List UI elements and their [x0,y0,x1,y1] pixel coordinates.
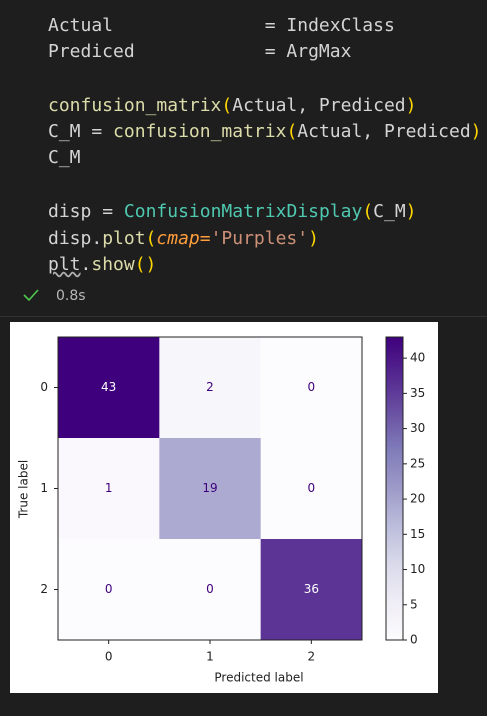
code-token: Actual [48,15,114,36]
colorbar-tick-label: 35 [410,386,425,400]
chart: Predicted label True label 43 2 01 19 00 0 360… [10,322,438,693]
cell [260,539,363,641]
run-status: 0.8s [22,288,86,304]
code-token: ) [405,95,417,116]
code-token: show [91,254,135,275]
cell-label: 0 [206,582,214,596]
cell [260,438,363,540]
code-token: disp. [48,228,103,249]
code-token: Prediced [48,41,135,62]
colorbar-tick-label: 20 [410,492,425,506]
colorbar-tick-label: 15 [410,527,425,541]
check-icon [23,289,39,302]
cell [58,438,160,540]
code-token: ) [308,228,319,249]
code-line: C_M [48,145,81,171]
code-token: confusion_matrix [48,95,222,116]
x-tick-label: 1 [206,650,214,664]
code-line: plt.show() [48,252,156,278]
code-token: () [134,254,157,275]
cell [159,337,262,439]
code-token: confusion_matrix [113,121,287,142]
x-axis-label: Predicted label [214,671,303,685]
code-token: . [80,254,92,275]
y-tick-label: 1 [40,481,48,495]
duration: 0.8s [56,288,86,304]
cell [260,337,363,439]
code-token: ) [470,121,482,142]
cell-label: 43 [101,380,116,394]
code-token: C_M [48,147,81,168]
code-token: plot [102,228,146,249]
colorbar-tick-label: 5 [410,597,418,611]
cell-label: 0 [105,582,113,596]
code-token: Actual, Prediced [232,95,406,116]
colorbar-tick-label: 0 [410,633,418,647]
code-line: confusion_matrix(Actual, Prediced) [48,93,416,119]
code-token: 'Purples' [210,228,309,249]
x-tick-label: 0 [105,650,113,664]
cell-label: 1 [105,481,113,495]
cell-label: 0 [308,481,316,495]
code-token: cmap= [156,228,211,249]
cell [58,337,160,439]
code-token: Actual, Prediced [297,121,471,142]
code-line: C_M = confusion_matrix(Actual, Prediced) [48,119,482,145]
colorbar-tick-label: 25 [410,456,425,470]
code-token: ( [145,228,157,249]
code-token: IndexClass [286,15,395,36]
colorbar-tick-label: 10 [410,562,425,576]
code-token: = [264,15,276,36]
x-tick-label: 2 [308,650,316,664]
code-token: ) [405,201,417,222]
code-token: ( [221,95,233,116]
code-token: C_M [373,201,406,222]
cell-label: 36 [304,582,319,596]
y-tick-label: 2 [40,582,48,596]
code-line: Prediced = ArgMax [48,39,351,65]
code-token: ArgMax [286,41,352,62]
colorbar [385,336,404,641]
code-token: disp [48,201,92,222]
code-token: ConfusionMatrixDisplay [123,201,363,222]
code-token: = [264,41,276,62]
code-token: C_M [48,121,81,142]
cell [159,438,262,540]
code-token: ( [286,121,298,142]
cell-label: 19 [202,481,217,495]
cell-label: 2 [206,380,214,394]
cell [58,539,160,641]
code-line: disp.plot(cmap='Purples') [48,226,319,252]
separator [0,316,487,317]
cell-label: 0 [308,380,316,394]
y-axis-label: True label [17,460,31,519]
cell [159,539,262,641]
code-token: = [91,121,103,142]
code-token: ( [362,201,374,222]
code-line: disp = ConfusionMatrixDisplay(C_M) [48,199,417,225]
code-line: Actual = IndexClass [48,13,395,39]
code-token: = [102,201,114,222]
colorbar-tick-label: 40 [410,351,425,365]
y-tick-label: 0 [40,380,48,394]
code-token: plt [48,254,81,275]
colorbar-tick-label: 30 [410,421,425,435]
